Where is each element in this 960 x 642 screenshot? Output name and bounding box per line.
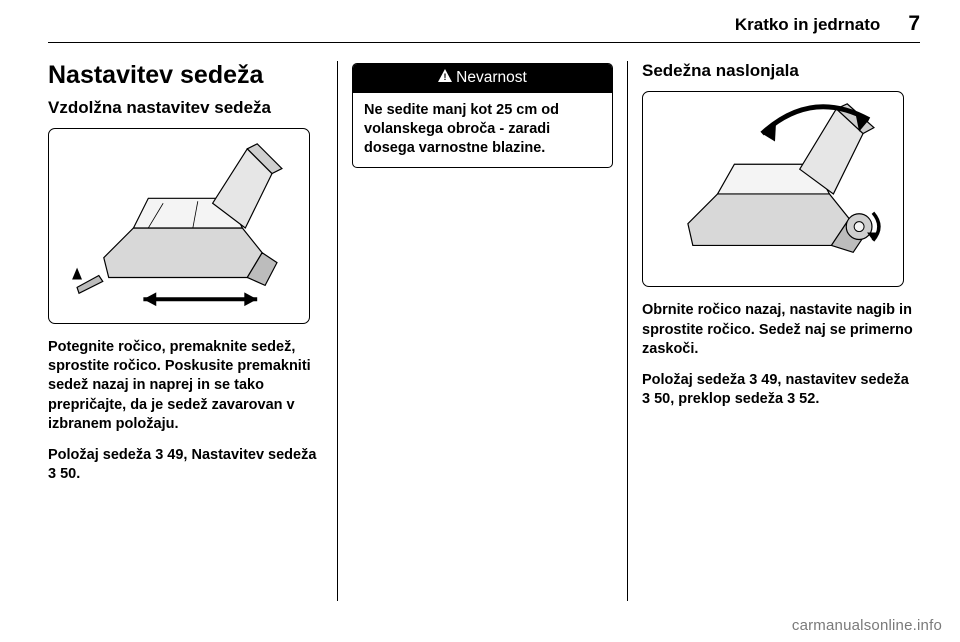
sub-title-longitudinal: Vzdolžna nastavitev sedeža [48, 98, 323, 118]
text: Položaj sedeža [48, 447, 155, 463]
column-1: Nastavitev sedeža Vzdolžna nastavitev se… [48, 61, 338, 601]
para-backrest-refs: Položaj sedeža 3 49, nastavitev sedeža 3… [642, 371, 918, 409]
text: , nastavitev sedeža [777, 372, 908, 388]
page-header: Kratko in jedrnato 7 [48, 12, 920, 43]
para-longitudinal-instructions: Potegnite ročico, premaknite sedež, spro… [48, 338, 323, 434]
danger-heading: ! Nevarnost [353, 64, 612, 93]
text: Položaj sedeža [642, 372, 749, 388]
text: . [815, 391, 819, 407]
section-title: Nastavitev sedeža [48, 61, 323, 90]
seat-longitudinal-illustration [48, 128, 310, 324]
danger-label: Nevarnost [456, 69, 527, 87]
columns: Nastavitev sedeža Vzdolžna nastavitev se… [48, 61, 920, 601]
page-number: 7 [908, 12, 920, 36]
column-2: ! Nevarnost Ne sedite manj kot 25 cm od … [338, 61, 628, 601]
watermark: carmanualsonline.info [792, 617, 942, 634]
warning-triangle-icon: ! [438, 69, 452, 87]
xref-49b: 3 49 [749, 372, 777, 388]
text: , Nastavitev sedeža [183, 447, 316, 463]
danger-box: ! Nevarnost Ne sedite manj kot 25 cm od … [352, 63, 613, 168]
page: Kratko in jedrnato 7 Nastavitev sedeža V… [0, 0, 960, 642]
para-backrest-instructions: Obrnite ročico nazaj, nastavite nagib in… [642, 301, 918, 358]
text: , preklop sedeža [670, 391, 787, 407]
sub-title-backrest: Sedežna naslonjala [642, 61, 918, 81]
xref-49: 3 49 [155, 447, 183, 463]
seat-backrest-illustration [642, 91, 904, 287]
text: . [76, 466, 80, 482]
xref-50b: 3 50 [642, 391, 670, 407]
svg-text:!: ! [444, 72, 447, 82]
xref-52: 3 52 [787, 391, 815, 407]
danger-text: Ne sedite manj kot 25 cm od volanskega o… [353, 93, 612, 167]
xref-50: 3 50 [48, 466, 76, 482]
chapter-title: Kratko in jedrnato [735, 15, 880, 35]
column-3: Sedežna naslonjala [628, 61, 918, 601]
para-longitudinal-refs: Položaj sedeža 3 49, Nastavitev sedeža 3… [48, 446, 323, 484]
